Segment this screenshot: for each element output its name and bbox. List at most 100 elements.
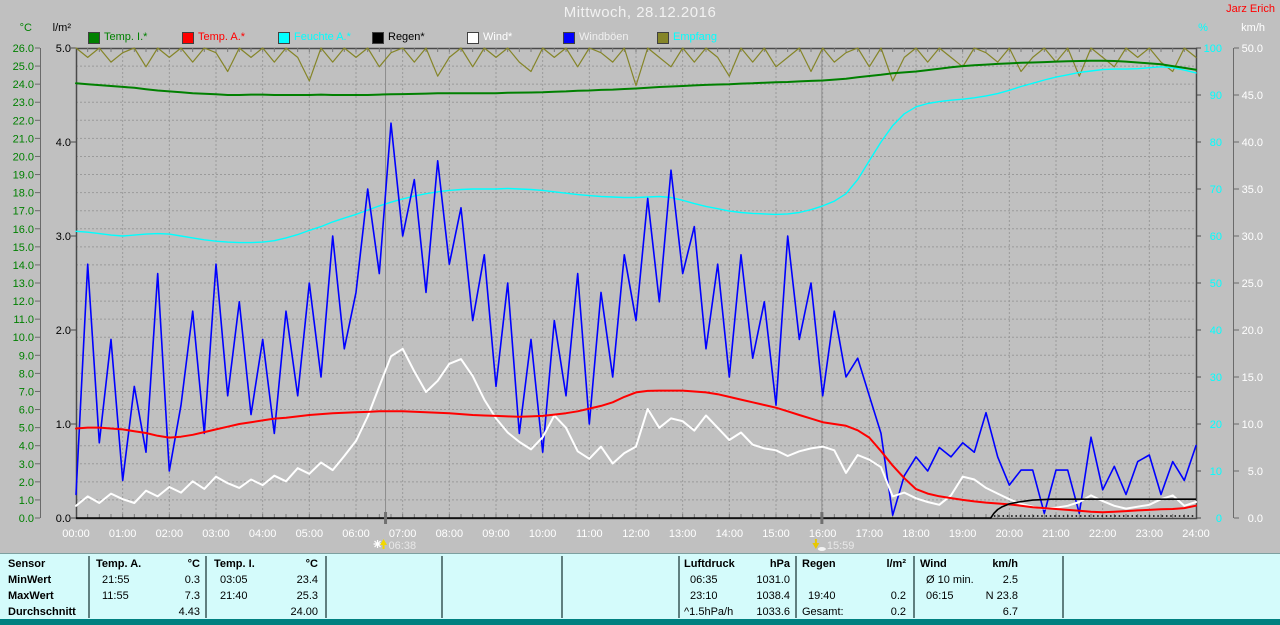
humidity-axis-tick-label: 40 xyxy=(1210,325,1222,337)
legend-item-label: Regen* xyxy=(388,31,425,43)
time-axis-label: 09:00 xyxy=(482,528,510,540)
table-value-time: 06:15 xyxy=(926,590,954,602)
wind-axis-tick-label: 20.0 xyxy=(1242,325,1263,337)
table-divider xyxy=(441,556,443,618)
time-axis-label: 18:00 xyxy=(902,528,930,540)
table-column-unit: °C xyxy=(187,558,200,570)
time-axis-label: 00:00 xyxy=(62,528,90,540)
temp-axis-tick-label: 12.0 xyxy=(13,296,34,308)
legend-item-label: Temp. I.* xyxy=(104,31,148,43)
table-value-time: 21:40 xyxy=(220,590,248,602)
humidity-axis-unit-label: % xyxy=(1198,22,1208,34)
wind-axis-tick-label: 25.0 xyxy=(1242,278,1263,290)
temp-axis-tick-label: 19.0 xyxy=(13,170,34,182)
humidity-axis-tick-label: 60 xyxy=(1210,231,1222,243)
series-wind-line xyxy=(75,347,1197,510)
temp-axis-tick-label: 26.0 xyxy=(13,43,34,55)
legend-swatch-icon xyxy=(88,32,100,44)
temp-axis-tick-label: 25.0 xyxy=(13,61,34,73)
table-value-number: 23.4 xyxy=(296,574,318,586)
temp-axis-tick-label: 3.0 xyxy=(19,459,34,471)
legend-item-label: Wind* xyxy=(483,31,513,43)
temp-axis-tick-label: 14.0 xyxy=(13,260,34,272)
time-axis-label: 16:00 xyxy=(809,528,837,540)
wind-axis-tick-label: 45.0 xyxy=(1242,90,1263,102)
sunset-time-label: 15:59 xyxy=(827,540,855,552)
wind-axis-tick-label: 0.0 xyxy=(1248,513,1263,525)
table-value-number: 1038.4 xyxy=(756,590,790,602)
time-axis-label: 12:00 xyxy=(622,528,650,540)
table-value-number: 0.2 xyxy=(890,606,906,618)
legend-item-label: Temp. A.* xyxy=(198,31,246,43)
temp-axis-tick-label: 0.0 xyxy=(19,513,34,525)
table-row-label: Durchschnitt xyxy=(8,606,76,618)
time-axis-label: 21:00 xyxy=(1042,528,1070,540)
humidity-axis-tick-label: 0 xyxy=(1216,513,1222,525)
temp-axis-tick-label: 4.0 xyxy=(19,441,34,453)
temp-axis-tick-label: 21.0 xyxy=(13,133,34,145)
time-axis-label: 08:00 xyxy=(436,528,464,540)
temp-axis-tick-label: 13.0 xyxy=(13,278,34,290)
humidity-axis-tick-label: 80 xyxy=(1210,137,1222,149)
table-divider xyxy=(678,556,680,618)
time-axis-label: 20:00 xyxy=(996,528,1024,540)
temp-axis-tick-label: 11.0 xyxy=(13,314,34,326)
page-title: Mittwoch, 28.12.2016 xyxy=(563,4,717,21)
series-temp-i-line xyxy=(75,59,1197,96)
time-axis-label: 01:00 xyxy=(109,528,137,540)
table-divider xyxy=(561,556,563,618)
time-axis-label: 05:00 xyxy=(296,528,324,540)
rain-axis-tick-label: 4.0 xyxy=(56,137,71,149)
table-column-header: Regen xyxy=(802,558,836,570)
sunrise-icon xyxy=(373,540,382,548)
time-axis-label: 03:00 xyxy=(202,528,230,540)
humidity-axis-tick-label: 30 xyxy=(1210,372,1222,384)
humidity-axis-tick-label: 20 xyxy=(1210,419,1222,431)
series-windb-en-line xyxy=(75,122,1197,517)
table-divider xyxy=(913,556,915,618)
rain-axis-tick-label: 3.0 xyxy=(56,231,71,243)
table-value-number: 4.43 xyxy=(178,606,200,618)
legend-swatch-icon xyxy=(467,32,479,44)
table-divider xyxy=(325,556,327,618)
time-axis-label: 14:00 xyxy=(716,528,744,540)
series-feuchte-a-line xyxy=(75,66,1197,244)
series-regen-line xyxy=(76,498,1196,519)
temp-axis-tick-label: 6.0 xyxy=(19,405,34,417)
table-value-number: N 23.8 xyxy=(985,590,1018,602)
series-empfang-line xyxy=(75,47,1197,87)
table-divider xyxy=(1062,556,1064,618)
legend-item-label: Empfang xyxy=(673,31,718,43)
time-axis-label: 15:00 xyxy=(762,528,790,540)
credit-label: Jarz Erich xyxy=(1226,3,1275,15)
temp-axis-tick-label: 10.0 xyxy=(13,332,34,344)
table-value-number: 7.3 xyxy=(184,590,200,602)
temp-axis-tick-label: 22.0 xyxy=(13,115,34,127)
humidity-axis-tick-label: 70 xyxy=(1210,184,1222,196)
table-value-number: 25.3 xyxy=(296,590,318,602)
weather-chart: 26.0 25.0 24.0 23.0 22.0 21.0 20.0 19.0 18.0 17.0… xyxy=(13,43,1263,552)
temp-axis-tick-label: 2.0 xyxy=(19,477,34,489)
humidity-axis-tick-label: 90 xyxy=(1210,90,1222,102)
time-axis-label: 02:00 xyxy=(156,528,184,540)
temp-axis-tick-label: 5.0 xyxy=(19,423,34,435)
legend-swatch-icon xyxy=(657,32,669,44)
wind-axis-tick-label: 30.0 xyxy=(1242,231,1263,243)
table-column-header: Temp. I. xyxy=(214,558,255,570)
rain-axis-tick-label: 0.0 xyxy=(56,513,71,525)
humidity-axis-tick-label: 10 xyxy=(1210,466,1222,478)
temp-axis-unit-label: °C xyxy=(19,22,32,34)
table-column-unit: km/h xyxy=(992,558,1018,570)
wind-axis-tick-label: 10.0 xyxy=(1242,419,1263,431)
table-column-unit: hPa xyxy=(769,558,790,570)
humidity-axis-tick-label: 100 xyxy=(1204,43,1222,55)
time-axis-label: 07:00 xyxy=(389,528,417,540)
time-axis-label: 13:00 xyxy=(669,528,697,540)
wind-axis-tick-label: 5.0 xyxy=(1248,466,1263,478)
table-column-header: Temp. A. xyxy=(96,558,142,570)
sunset-cloud-icon xyxy=(817,547,826,551)
humidity-axis-tick-label: 50 xyxy=(1210,278,1222,290)
legend-swatch-icon xyxy=(563,32,575,44)
table-value-time: 06:35 xyxy=(690,574,718,586)
time-axis-label: 23:00 xyxy=(1136,528,1164,540)
